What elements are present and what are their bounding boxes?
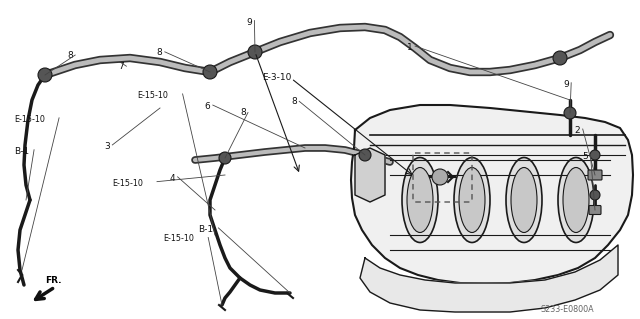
- Text: E-15-10: E-15-10: [138, 91, 168, 100]
- Text: E-15-10: E-15-10: [163, 234, 194, 243]
- Text: 9: 9: [246, 18, 252, 26]
- Polygon shape: [351, 105, 633, 284]
- Circle shape: [553, 51, 567, 65]
- Text: B-1: B-1: [14, 147, 29, 156]
- Circle shape: [590, 150, 600, 160]
- Circle shape: [590, 190, 600, 200]
- Text: 6: 6: [205, 102, 211, 111]
- Text: 9: 9: [563, 80, 569, 89]
- Circle shape: [248, 45, 262, 59]
- Polygon shape: [355, 148, 385, 202]
- Text: 1: 1: [407, 43, 413, 52]
- Text: 4: 4: [170, 174, 175, 183]
- Text: B-1: B-1: [198, 225, 214, 234]
- FancyBboxPatch shape: [589, 205, 601, 214]
- Text: 2: 2: [575, 126, 580, 135]
- Text: FR.: FR.: [45, 276, 61, 285]
- Circle shape: [432, 169, 448, 185]
- Ellipse shape: [407, 167, 433, 233]
- Text: 3: 3: [104, 142, 110, 151]
- Text: 8: 8: [67, 51, 73, 60]
- Text: S233-E0800A: S233-E0800A: [541, 305, 595, 314]
- Text: 7: 7: [118, 62, 124, 71]
- Text: 8: 8: [157, 48, 163, 57]
- Ellipse shape: [511, 167, 537, 233]
- Ellipse shape: [459, 167, 485, 233]
- Text: E-15-10: E-15-10: [14, 115, 45, 124]
- Ellipse shape: [506, 158, 542, 242]
- Text: 5: 5: [582, 152, 588, 160]
- Text: 8: 8: [291, 97, 297, 106]
- Circle shape: [359, 149, 371, 161]
- Circle shape: [564, 107, 576, 119]
- Ellipse shape: [454, 158, 490, 242]
- FancyBboxPatch shape: [588, 170, 602, 180]
- Circle shape: [219, 152, 231, 164]
- Circle shape: [203, 65, 217, 79]
- Text: E-3-10: E-3-10: [262, 73, 291, 82]
- Circle shape: [38, 68, 52, 82]
- Ellipse shape: [402, 158, 438, 242]
- Ellipse shape: [563, 167, 589, 233]
- Text: E-15-10: E-15-10: [112, 179, 143, 188]
- Ellipse shape: [558, 158, 594, 242]
- Text: 8: 8: [240, 108, 246, 117]
- Polygon shape: [360, 245, 618, 312]
